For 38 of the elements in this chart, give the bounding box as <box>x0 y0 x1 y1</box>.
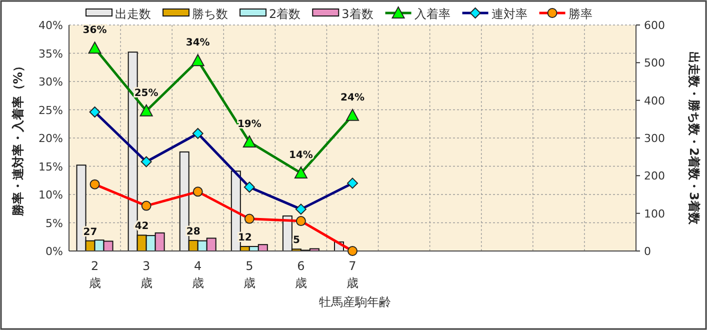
legend-label: 出走数 <box>115 7 151 21</box>
legend-label: 3着数 <box>342 7 374 21</box>
legend-label: 入着率 <box>414 7 450 21</box>
y-tick-label: 30% <box>38 76 63 88</box>
y-tick-label: 40% <box>38 19 63 32</box>
x-tick-label: 3歳 <box>140 259 152 290</box>
y2-axis-title: 出走数・勝ち数・2着数・3着数 <box>687 52 701 226</box>
x-tick-label: 6歳 <box>294 259 307 290</box>
y-tick-label: 15% <box>38 160 63 174</box>
y2-tick-label: 0 <box>644 245 651 258</box>
y-tick-label: 35% <box>38 47 63 60</box>
data-label: 34% <box>186 38 210 49</box>
data-label: 36% <box>82 25 107 36</box>
data-label: 24% <box>340 92 364 104</box>
y2-tick-label: 300 <box>644 132 665 145</box>
legend-label: 2着数 <box>269 7 301 21</box>
x-axis-title: 牡馬産駒年齢 <box>319 295 391 309</box>
y2-tick-label: 600 <box>644 19 665 32</box>
y2-tick-label: 500 <box>644 56 665 70</box>
legend-label: 勝ち数 <box>192 7 228 21</box>
x-tick-label: 4歳 <box>192 259 204 290</box>
data-label: 19% <box>237 118 262 130</box>
y-tick-label: 25% <box>38 104 63 117</box>
y-tick-label: 20% <box>38 132 63 145</box>
legend-label: 連対率 <box>491 7 528 21</box>
x-tick-label: 5 歳 <box>243 259 256 290</box>
x-tick-label: 7歳 <box>346 259 358 290</box>
y2-tick-label: 400 <box>644 94 665 108</box>
y2-tick-label: 200 <box>644 170 665 183</box>
y-tick-label: 10% <box>38 188 63 202</box>
y-axis-title: 勝率・連対率・入着率（%） <box>11 60 25 218</box>
y-tick-label: 5% <box>46 216 63 230</box>
x-tick-label: 2歳 <box>88 259 101 290</box>
legend-label: 勝率 <box>568 7 592 21</box>
y-tick-label: 0% <box>46 245 63 258</box>
data-label: 14% <box>288 150 313 162</box>
y2-tick-label: 100 <box>644 207 665 220</box>
data-label: 5 <box>292 235 300 246</box>
